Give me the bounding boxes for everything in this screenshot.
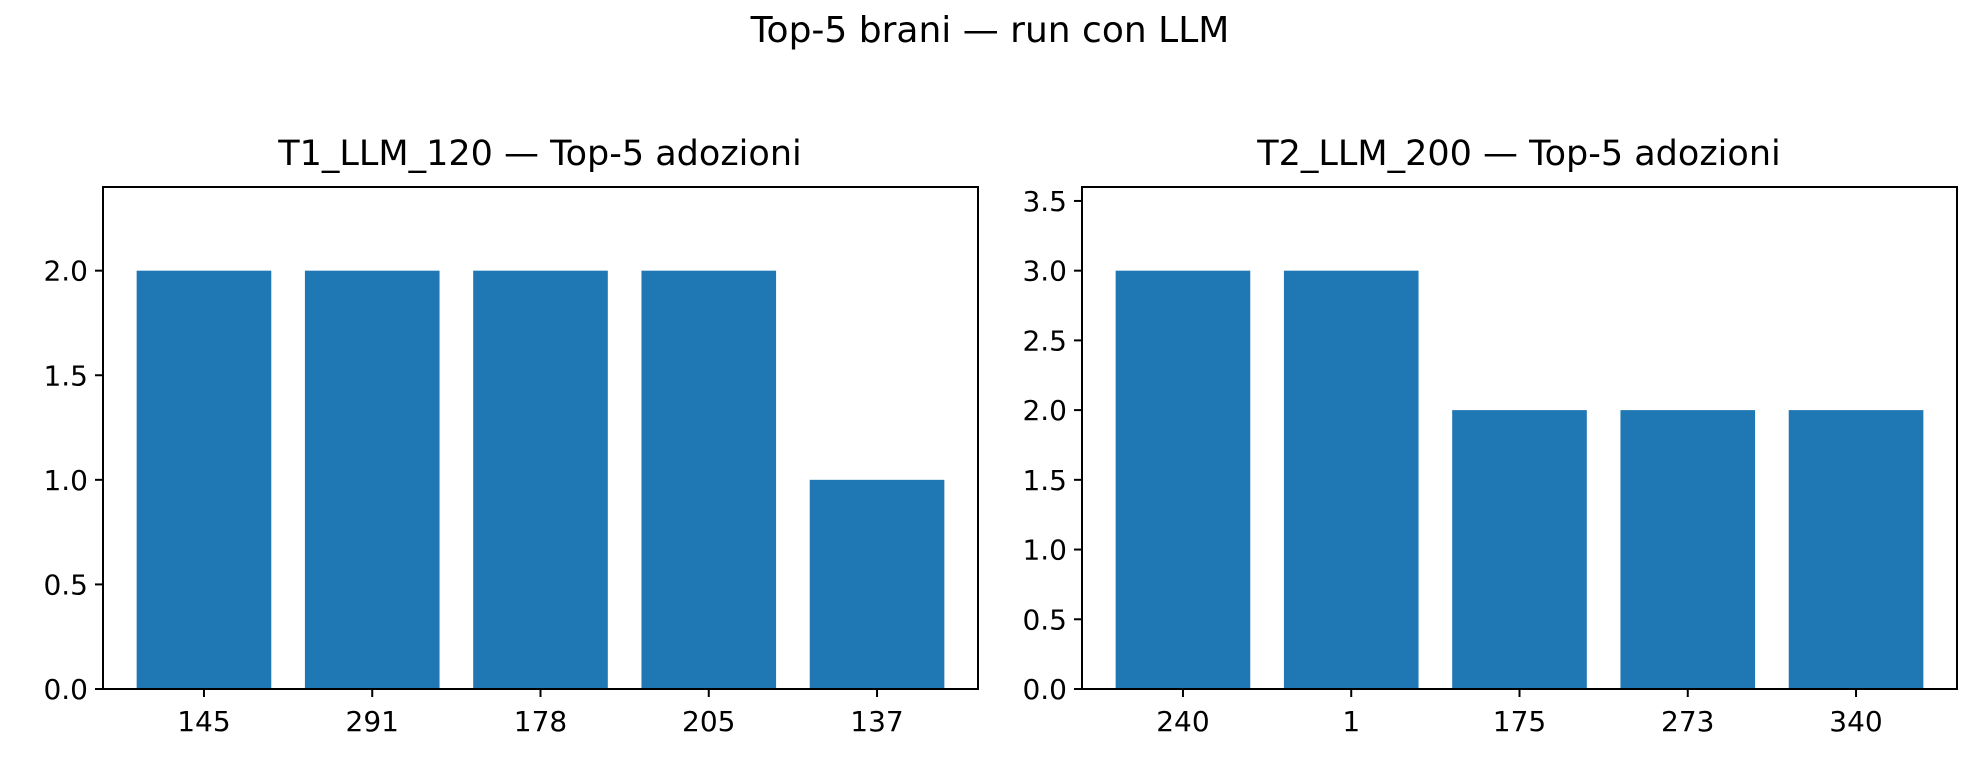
- chart-1-bar-205: [641, 270, 777, 689]
- chart-1-y-tick-label: 1.0: [43, 464, 88, 497]
- figure-suptitle: Top-5 brani — run con LLM: [750, 10, 1230, 51]
- chart-panel-1: T1_LLM_120 — Top-5 adozioni 0.0 0.5 1.0 1.5…: [43, 134, 979, 738]
- chart-1-x-tick-label: 291: [346, 705, 399, 738]
- chart-1-bar-291: [304, 270, 440, 689]
- chart-1-x-tick-label: 145: [177, 705, 230, 738]
- chart-1-bar-145: [136, 270, 272, 689]
- chart-2-bar-1: [1283, 270, 1419, 689]
- chart-2-x-tick-label: 273: [1661, 705, 1714, 738]
- chart-2-bar-340: [1788, 410, 1924, 689]
- chart-2-bar-175: [1452, 410, 1587, 689]
- chart-1-title: T1_LLM_120 — Top-5 adozioni: [277, 134, 801, 174]
- chart-1-plot-frame: [102, 186, 979, 690]
- chart-2-x-tick-label: 175: [1493, 705, 1546, 738]
- chart-2-x-axis: 240 1 175 273 340: [1156, 689, 1883, 738]
- chart-2-y-tick-label: 1.5: [1022, 464, 1067, 497]
- chart-2-plot-frame: [1081, 186, 1958, 690]
- chart-1-x-tick-label: 178: [514, 705, 567, 738]
- chart-2-y-tick-label: 3.0: [1022, 255, 1067, 288]
- chart-2-y-tick-label: 0.5: [1022, 603, 1067, 636]
- chart-2-y-tick-label: 1.0: [1022, 534, 1067, 567]
- chart-2-y-axis: 0.0 0.5 1.0 1.5 2.0 2.5 3.0 3.5: [1022, 185, 1082, 706]
- chart-2-y-tick-label: 0.0: [1022, 673, 1067, 706]
- chart-1-y-tick-label: 0.0: [43, 673, 88, 706]
- chart-1-y-tick-label: 1.5: [43, 359, 88, 392]
- chart-2-y-tick-label: 3.5: [1022, 185, 1067, 218]
- chart-1-y-axis: 0.0 0.5 1.0 1.5 2.0: [43, 255, 103, 706]
- chart-panel-2: T2_LLM_200 — Top-5 adozioni 0.0 0.5 1.0 1.5…: [1022, 134, 1958, 738]
- chart-1-y-tick-label: 0.5: [43, 568, 88, 601]
- chart-2-bar-240: [1115, 270, 1251, 689]
- chart-1-bar-178: [473, 270, 608, 689]
- chart-1-bar-137: [809, 479, 945, 689]
- chart-2-x-tick-label: 340: [1829, 705, 1882, 738]
- chart-1-y-tick-label: 2.0: [43, 255, 88, 288]
- chart-1-x-tick-label: 137: [850, 705, 903, 738]
- chart-2-x-tick-label: 1: [1342, 705, 1360, 738]
- chart-1-x-tick-label: 205: [682, 705, 735, 738]
- chart-2-x-tick-label: 240: [1156, 705, 1209, 738]
- chart-1-x-axis: 145 291 178 205 137: [177, 689, 904, 738]
- chart-2-bar-273: [1620, 410, 1756, 689]
- chart-2-y-tick-label: 2.5: [1022, 324, 1067, 357]
- chart-1-bars: [136, 270, 945, 689]
- chart-2-y-tick-label: 2.0: [1022, 394, 1067, 427]
- chart-2-bars: [1115, 270, 1924, 689]
- chart-2-title: T2_LLM_200 — Top-5 adozioni: [1256, 134, 1780, 174]
